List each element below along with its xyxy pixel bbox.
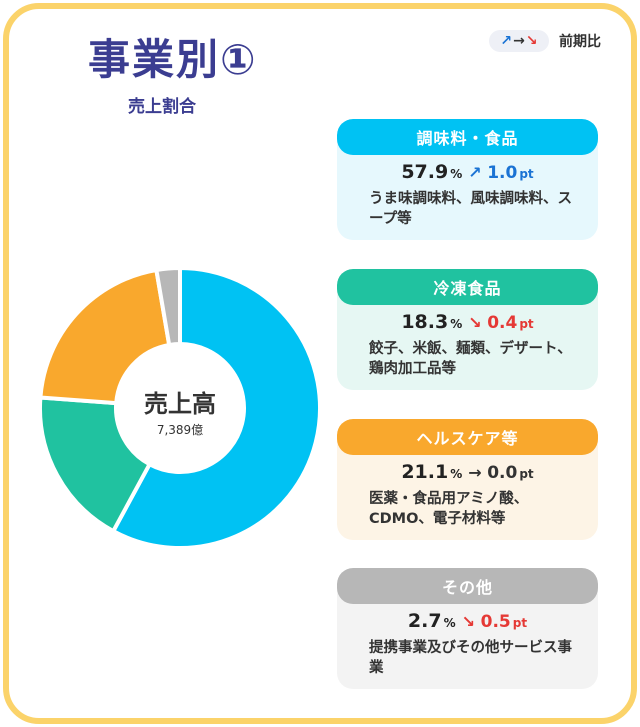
card-description: 餃子、米飯、麺類、デザート、鶏肉加工品等 <box>369 341 572 377</box>
share-value: 18.3 <box>401 311 449 333</box>
change-value: 1.0 <box>487 163 518 183</box>
share-unit: % <box>443 616 456 630</box>
trend-down-icon: ↘ <box>461 612 476 631</box>
trend-flat-icon: → <box>468 463 482 482</box>
card-header: その他 <box>337 568 598 604</box>
arrow-up-icon: ↗ <box>500 33 513 49</box>
donut-hole <box>116 344 244 472</box>
chart-center-value: 7,389億 <box>156 423 204 437</box>
change-unit: pt <box>519 167 534 181</box>
trend-up-icon: ↗ <box>468 163 482 182</box>
share-value: 57.9 <box>401 161 449 183</box>
card-metric: 21.1% → 0.0 pt <box>337 461 598 483</box>
card-header: ヘルスケア等 <box>337 419 598 455</box>
arrow-right-icon: → <box>513 33 525 49</box>
legend-label: 前期比 <box>559 34 601 50</box>
card-description: 提携事業及びその他サービス事業 <box>369 640 572 676</box>
segment-card-health: ヘルスケア等 21.1% → 0.0 pt 医薬・食品用アミノ酸、CDMO、電子材料… <box>337 419 598 540</box>
change-unit: pt <box>519 317 534 331</box>
page-subtitle: 売上割合 <box>128 97 196 117</box>
trend-down-icon: ↘ <box>468 313 482 332</box>
page-title: 事業別① <box>88 35 258 84</box>
arrow-down-icon: ↘ <box>525 33 538 49</box>
card-metric: 18.3% ↘ 0.4 pt <box>337 311 598 333</box>
share-value: 2.7 <box>407 610 442 632</box>
change-unit: pt <box>512 616 528 630</box>
share-value: 21.1 <box>401 461 449 483</box>
card-header: 調味料・食品 <box>337 119 598 155</box>
card-description: うま味調味料、風味調味料、スープ等 <box>369 191 572 227</box>
share-unit: % <box>450 467 463 481</box>
legend: ↗ → ↘ 前期比 <box>489 29 601 53</box>
change-value: 0.0 <box>487 463 518 483</box>
change-value: 0.5 <box>480 612 511 632</box>
card-metric: 57.9% ↗ 1.0 pt <box>337 161 598 183</box>
card-metric: 2.7% ↘ 0.5 pt <box>337 610 598 632</box>
legend-arrows: ↗ → ↘ <box>489 30 549 52</box>
share-unit: % <box>450 167 463 181</box>
card-header: 冷凍食品 <box>337 269 598 305</box>
segment-card-seasoning: 調味料・食品 57.9% ↗ 1.0 pt うま味調味料、風味調味料、スープ等 <box>337 119 598 240</box>
segment-card-frozen: 冷凍食品 18.3% ↘ 0.4 pt 餃子、米飯、麺類、デザート、鶏肉加工品等 <box>337 269 598 390</box>
share-unit: % <box>450 317 463 331</box>
change-value: 0.4 <box>487 313 518 333</box>
change-unit: pt <box>519 467 534 481</box>
segment-card-other: その他 2.7% ↘ 0.5 pt 提携事業及びその他サービス事業 <box>337 568 598 689</box>
chart-center-label: 売上高 <box>144 390 216 418</box>
card-description: 医薬・食品用アミノ酸、CDMO、電子材料等 <box>369 491 529 527</box>
